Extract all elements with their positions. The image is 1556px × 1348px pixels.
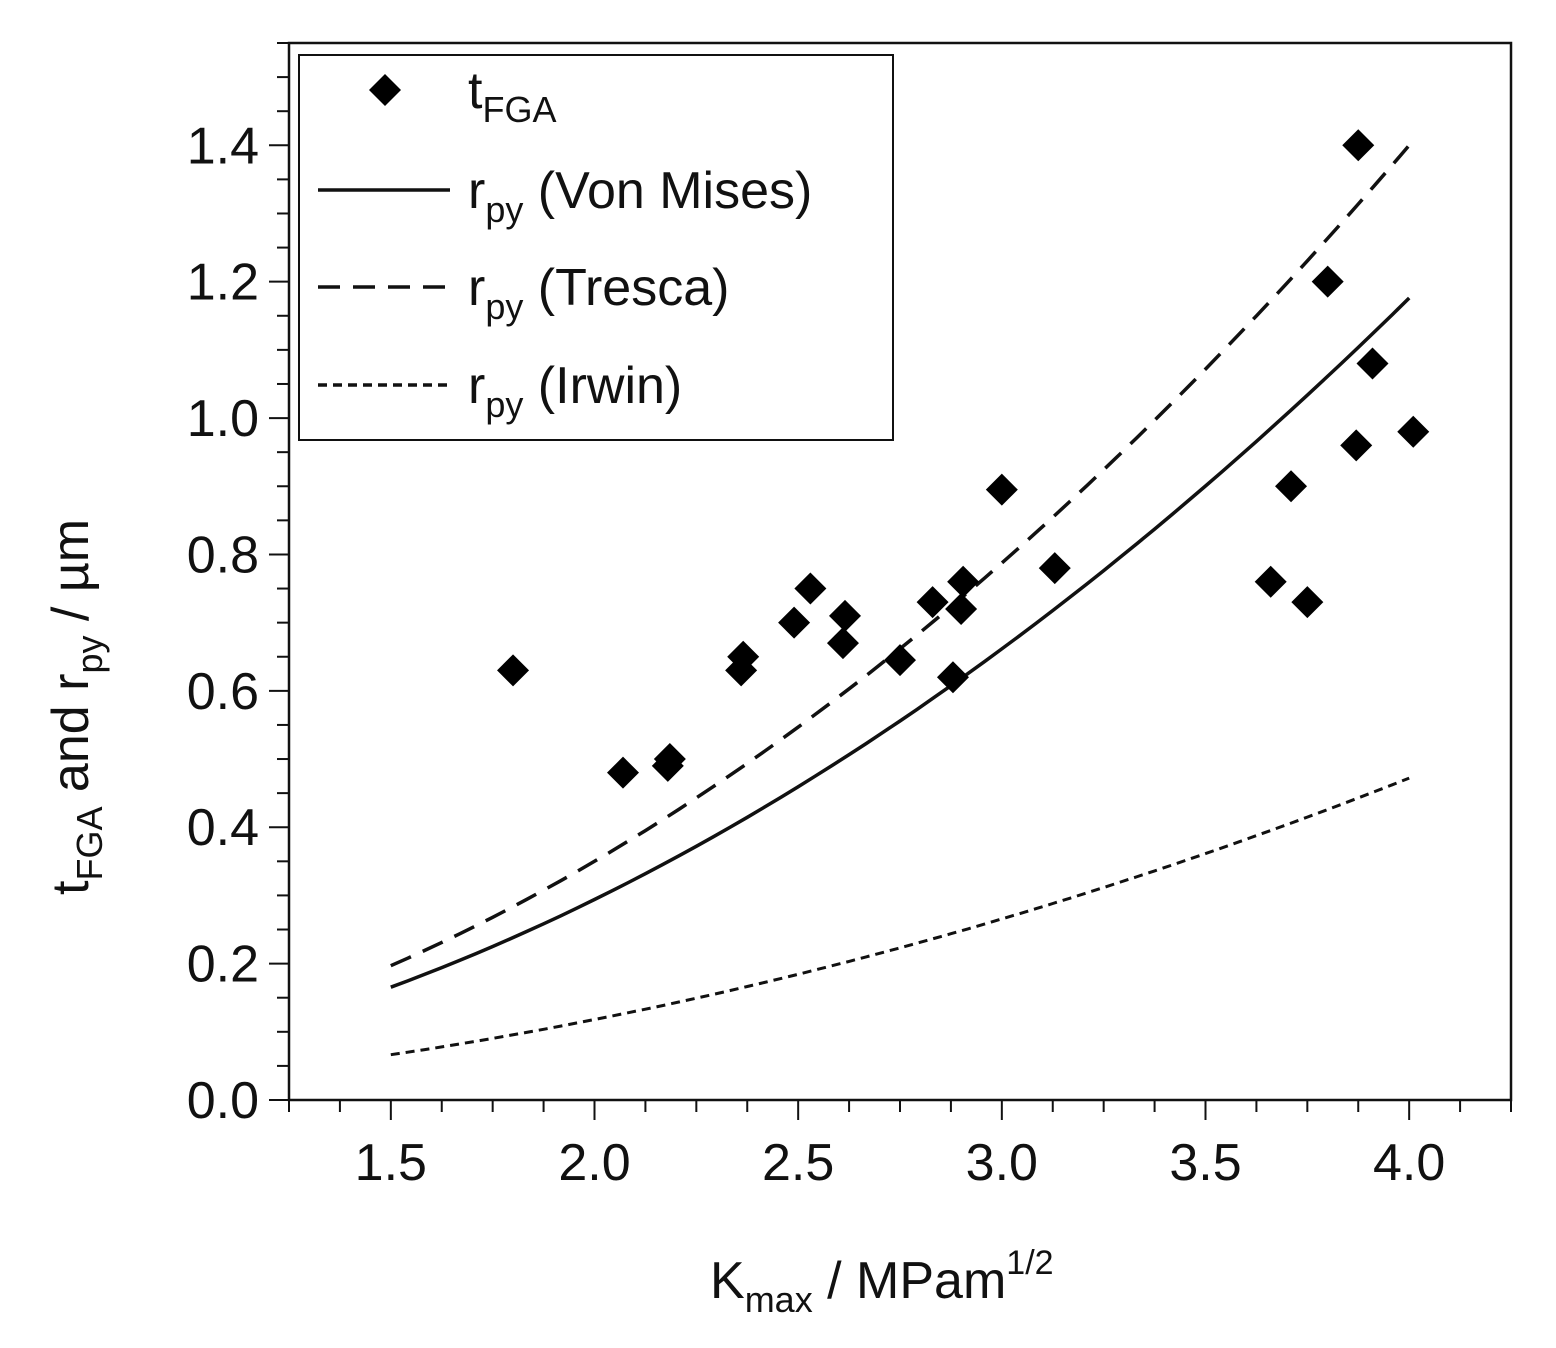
data-point bbox=[829, 599, 862, 632]
legend-label: tFGA bbox=[468, 62, 556, 130]
curve-dotted bbox=[390, 776, 1410, 1057]
x-tick-label: 3.5 bbox=[1169, 1134, 1241, 1192]
x-tick-label: 2.0 bbox=[558, 1134, 630, 1192]
data-point bbox=[884, 644, 916, 677]
data-point bbox=[916, 586, 949, 619]
y-tick-label: 0.0 bbox=[187, 1072, 259, 1130]
data-point bbox=[936, 661, 969, 694]
data-point bbox=[826, 627, 859, 660]
data-point bbox=[727, 640, 760, 673]
y-axis-label: tFGA and rpy / µm bbox=[42, 519, 110, 895]
legend-label: rpy (Irwin) bbox=[468, 357, 682, 425]
legend: tFGA rpy (Von Mises) rpy (Tresca) rpy (Irwi… bbox=[298, 54, 894, 441]
data-point bbox=[985, 473, 1018, 506]
data-point bbox=[778, 606, 811, 639]
y-tick-label: 0.4 bbox=[187, 799, 259, 857]
curve-solid bbox=[390, 296, 1411, 989]
data-point bbox=[1397, 415, 1430, 448]
legend-box bbox=[298, 54, 894, 441]
data-point bbox=[1342, 129, 1375, 162]
data-points bbox=[497, 129, 1430, 789]
x-tick-label: 1.5 bbox=[355, 1134, 427, 1192]
x-axis: 1.5 2.0 2.5 3.0 3.5 4.0 bbox=[288, 1100, 1512, 1192]
data-point bbox=[1291, 586, 1324, 619]
legend-marker bbox=[369, 74, 401, 106]
x-axis-label: Kmax / MPam1/2 bbox=[710, 1244, 1054, 1320]
data-point bbox=[607, 756, 640, 789]
data-point bbox=[794, 572, 827, 605]
legend-label: rpy (Von Mises) bbox=[468, 162, 812, 230]
data-point bbox=[653, 743, 686, 776]
data-point bbox=[1254, 565, 1287, 598]
y-tick-label: 1.0 bbox=[187, 390, 259, 448]
data-point bbox=[1340, 429, 1373, 462]
data-point bbox=[945, 593, 978, 626]
y-axis: 0.0 0.2 0.4 0.6 0.8 1.0 1.2 1.4 bbox=[187, 42, 289, 1130]
legend-label: rpy (Tresca) bbox=[468, 259, 729, 327]
x-tick-label: 3.0 bbox=[966, 1134, 1038, 1192]
data-point bbox=[1356, 347, 1389, 380]
y-tick-label: 1.4 bbox=[187, 117, 259, 175]
x-tick-label: 4.0 bbox=[1373, 1134, 1445, 1192]
y-tick-label: 1.2 bbox=[187, 254, 259, 312]
data-point bbox=[1311, 265, 1344, 298]
y-tick-label: 0.2 bbox=[187, 936, 259, 994]
data-point bbox=[497, 654, 530, 687]
x-tick-label: 2.5 bbox=[762, 1134, 834, 1192]
data-point bbox=[1038, 552, 1071, 585]
data-point bbox=[947, 565, 980, 598]
y-tick-label: 0.8 bbox=[187, 526, 259, 584]
y-tick-label: 0.6 bbox=[187, 663, 259, 721]
data-point bbox=[1275, 470, 1308, 503]
